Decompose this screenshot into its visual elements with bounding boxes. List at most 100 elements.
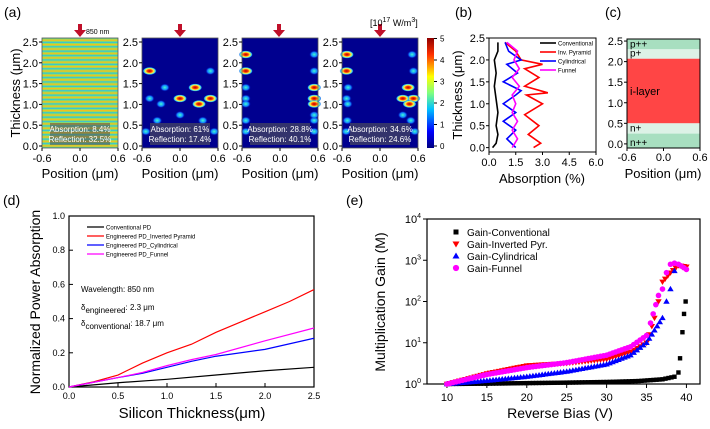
x-tick-label: 40	[680, 392, 692, 404]
field-hotspot	[209, 127, 220, 136]
data-point	[543, 380, 548, 386]
x-tick-label: 0.5	[112, 391, 125, 401]
y-tick-label: 2.5	[608, 36, 623, 48]
x-tick-label: -0.6	[333, 153, 352, 165]
field-hotspot	[342, 116, 353, 125]
reflection-value: Reflection: 40.1%	[249, 135, 312, 144]
field-hotspot	[401, 83, 416, 92]
y-tick-label: 2.5	[470, 33, 485, 45]
y-tick-label: 0.0	[470, 143, 485, 155]
field-hotspot	[188, 83, 203, 92]
data-point	[506, 381, 511, 386]
legend-label: Engineered PD_Cylindrical	[106, 244, 178, 250]
data-point	[530, 380, 536, 386]
data-point	[633, 378, 638, 384]
inverted-pyramid-shape	[148, 38, 212, 80]
field-hotspot	[240, 100, 251, 108]
y-tick-label: 0.0	[23, 141, 38, 153]
series-line-conventional	[68, 366, 315, 388]
x-axis-label: Position (μm)	[242, 166, 319, 181]
data-point	[601, 379, 606, 385]
y-axis-label: Thickness (μm)	[8, 48, 23, 137]
data-point	[659, 314, 666, 321]
x-tick-label: 3.0	[535, 157, 550, 169]
data-point	[650, 311, 656, 317]
x-axis-label: Position (μm)	[142, 166, 219, 181]
x-tick-label: 6.0	[588, 157, 603, 169]
data-point	[493, 381, 499, 386]
data-point	[610, 379, 616, 384]
data-point	[524, 380, 529, 386]
x-tick-label: 1.5	[210, 391, 223, 401]
colorbar-tick-label: 5	[440, 35, 445, 44]
field-hotspot	[175, 111, 185, 119]
data-point	[654, 377, 659, 382]
x-tick-label: -0.6	[233, 153, 252, 165]
layer-npp	[627, 133, 700, 148]
data-point	[657, 377, 662, 382]
field-hotspot	[405, 116, 416, 125]
data-point	[509, 381, 514, 386]
field-hotspot	[152, 116, 163, 125]
x-tick-label: -0.6	[618, 152, 637, 164]
data-point	[653, 322, 661, 329]
legend-label: Gain-Funnel	[467, 264, 522, 275]
field-hotspot	[144, 94, 155, 103]
field-hotspot	[339, 67, 354, 75]
legend-label: Cylindrical	[558, 60, 586, 66]
y-tick-label: 2.0	[323, 58, 338, 70]
data-point	[627, 351, 634, 358]
panel-label-e: (e)	[346, 192, 363, 208]
data-point	[604, 379, 609, 385]
y-tick-label: 101	[405, 337, 421, 350]
legend-label: Conventional	[558, 42, 593, 48]
panel-label-c: (c)	[605, 4, 621, 20]
data-point	[667, 285, 674, 292]
y-tick-label: 1.5	[223, 79, 238, 91]
data-point	[585, 380, 591, 385]
field-hotspot	[309, 116, 320, 125]
x-tick-label: 0.6	[310, 153, 325, 165]
data-point	[592, 379, 597, 385]
x-axis-label: Silicon Thickness(μm)	[119, 405, 266, 422]
data-point	[651, 327, 658, 333]
layer-pp	[627, 49, 700, 59]
field-hotspot	[339, 50, 354, 59]
field-hotspot	[159, 83, 170, 92]
y-tick-label: 102	[405, 296, 421, 309]
absorption-value: Absorption: 61%	[151, 125, 210, 134]
field-hotspot	[240, 94, 251, 103]
series-line-funnel	[506, 41, 521, 149]
data-point	[681, 311, 687, 317]
y-tick-label: 1.0	[52, 211, 65, 221]
data-point	[576, 380, 582, 385]
series-cylindrical	[443, 267, 678, 387]
field-hotspot	[309, 111, 320, 119]
incident-light-arrow-icon	[374, 24, 386, 37]
y-axis-label: Thickness (μm)	[450, 50, 465, 139]
y-tick-label: 1.0	[323, 99, 338, 111]
y-tick-label: 0.0	[52, 382, 65, 392]
absorption-value: Absorption: 8.4%	[50, 125, 111, 134]
x-tick-label: 0.0	[63, 391, 76, 401]
y-tick-label: 0.0	[608, 139, 623, 151]
data-point	[643, 339, 650, 345]
field-hotspot	[397, 111, 408, 119]
y-tick-label: 0.0	[323, 141, 338, 153]
x-axis-label: Absorption (%)	[499, 171, 585, 186]
field-hotspot	[343, 83, 354, 92]
y-tick-label: 2.5	[323, 37, 338, 49]
y-tick-label: 0.5	[223, 120, 238, 132]
data-point	[633, 347, 641, 353]
y-tick-label: 2.0	[608, 57, 623, 69]
data-point	[512, 381, 517, 386]
x-tick-label: 20	[521, 392, 533, 404]
data-point	[515, 381, 520, 386]
legend-label: Conventional PD	[106, 226, 152, 232]
legend-label: Inv. Pyramid	[558, 51, 591, 57]
y-tick-label: 1.5	[123, 79, 138, 91]
y-tick-label: 1.0	[470, 99, 485, 111]
